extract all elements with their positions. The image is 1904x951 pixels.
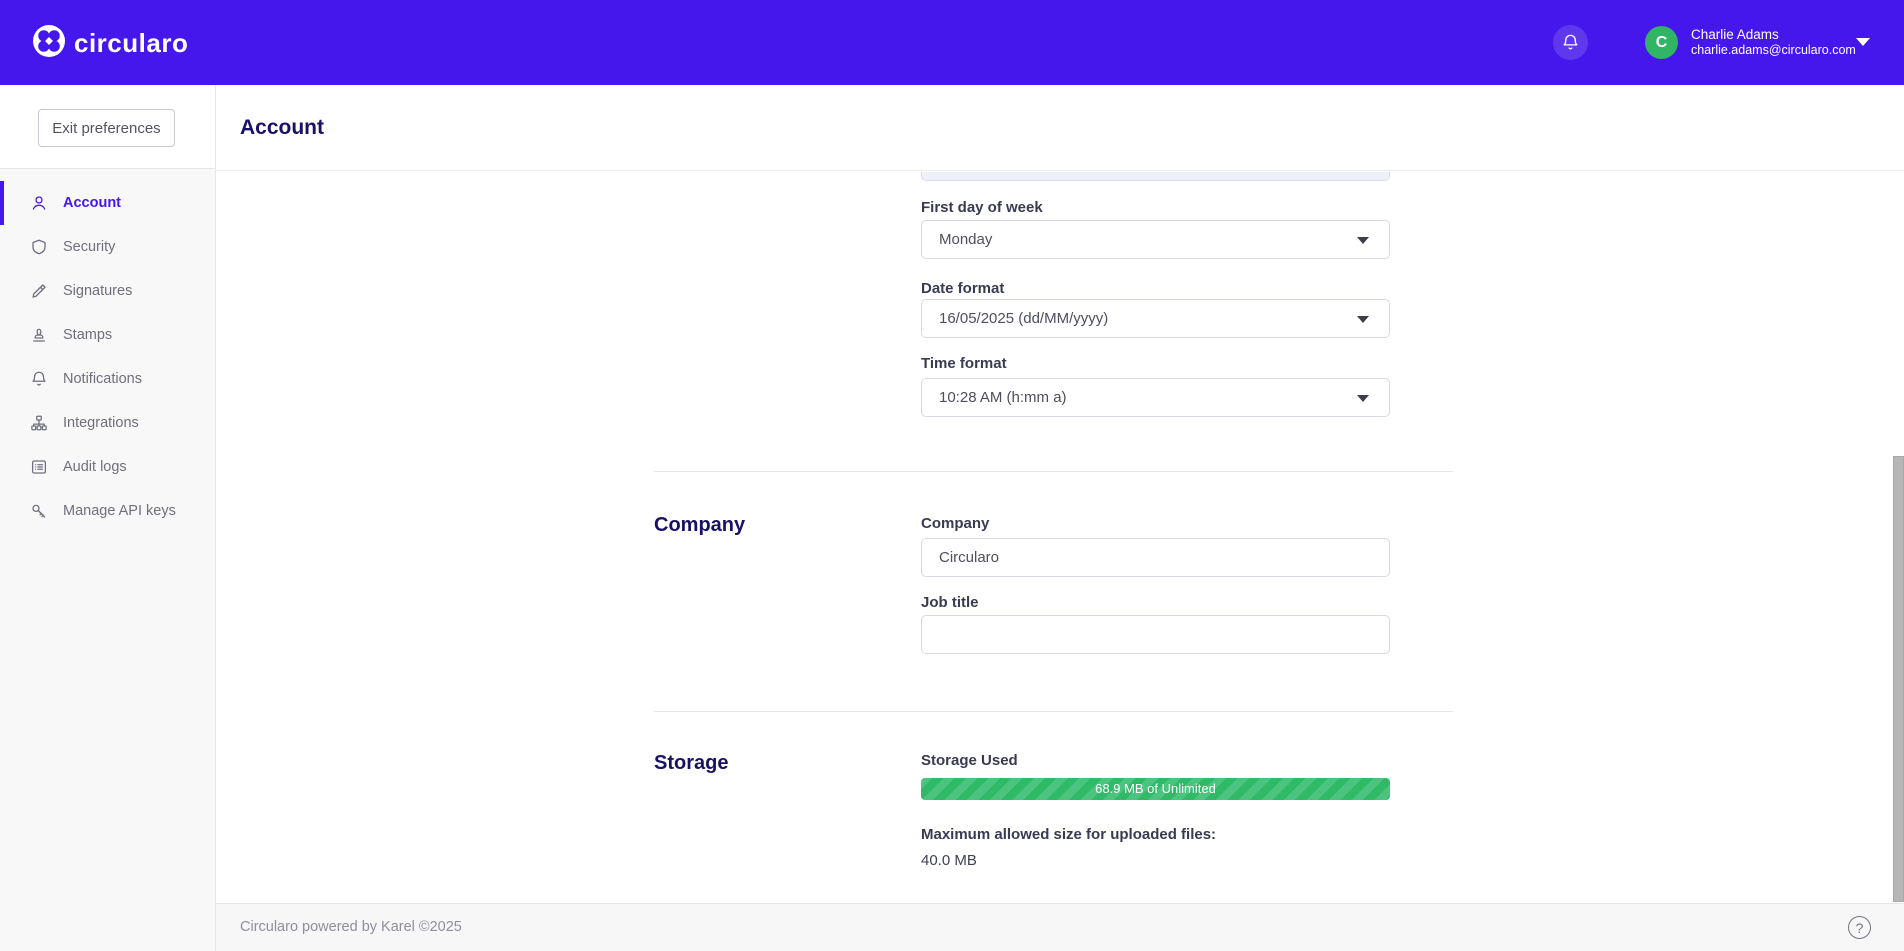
sidebar-item-notifications[interactable]: Notifications <box>0 357 215 401</box>
date-format-select[interactable]: 16/05/2025 (dd/MM/yyyy) <box>921 299 1390 338</box>
user-menu[interactable]: Charlie Adams charlie.adams@circularo.co… <box>1691 26 1856 58</box>
section-divider <box>654 711 1453 712</box>
first-day-of-week-select[interactable]: Monday <box>921 220 1390 259</box>
user-icon <box>32 196 46 210</box>
select-value: 10:28 AM (h:mm a) <box>939 389 1067 406</box>
company-section-heading: Company <box>654 514 746 536</box>
select-value: 16/05/2025 (dd/MM/yyyy) <box>939 310 1109 327</box>
circularo-logo-icon[interactable] <box>33 25 65 57</box>
chevron-down-icon <box>1357 316 1369 323</box>
main-content: Account First day of week Monday Date fo… <box>216 85 1904 951</box>
exit-preferences-button[interactable]: Exit preferences <box>38 109 175 147</box>
storage-section-heading: Storage <box>654 752 729 774</box>
key-icon <box>32 504 46 518</box>
sitemap-icon <box>31 415 47 431</box>
time-format-label: Time format <box>921 355 1007 372</box>
list-icon <box>31 460 47 474</box>
time-format-select[interactable]: 10:28 AM (h:mm a) <box>921 378 1390 417</box>
help-button[interactable]: ? <box>1848 916 1871 939</box>
page-title-bar: Account <box>216 85 1904 171</box>
sidebar-item-label: Audit logs <box>63 459 127 475</box>
storage-progress-bar: 68.9 MB of Unlimited <box>921 778 1390 800</box>
chevron-down-icon <box>1357 237 1369 244</box>
sidebar-item-audit-logs[interactable]: Audit logs <box>0 445 215 489</box>
sidebar-item-stamps[interactable]: Stamps <box>0 313 215 357</box>
company-label: Company <box>921 515 990 532</box>
max-upload-size-label: Maximum allowed size for uploaded files: <box>921 826 1217 843</box>
sidebar-item-label: Account <box>63 195 121 211</box>
job-title-label: Job title <box>921 594 979 611</box>
sidebar-item-account[interactable]: Account <box>0 181 215 225</box>
chevron-down-icon[interactable] <box>1856 38 1870 46</box>
first-day-of-week-label: First day of week <box>921 199 1043 216</box>
sidebar-item-label: Security <box>63 239 116 255</box>
notifications-bell-button[interactable] <box>1553 25 1588 60</box>
max-upload-size-value: 40.0 MB <box>921 852 977 869</box>
bell-icon <box>1563 34 1578 50</box>
company-field[interactable] <box>921 538 1390 577</box>
sidebar-item-security[interactable]: Security <box>0 225 215 269</box>
job-title-field[interactable] <box>921 615 1390 654</box>
sidebar-item-label: Notifications <box>63 371 142 387</box>
user-email: charlie.adams@circularo.com <box>1691 43 1856 57</box>
page-title: Account <box>240 115 324 139</box>
app-header: circularo C Charlie Adams charlie.adams@… <box>0 0 1904 85</box>
select-value: Monday <box>939 231 993 248</box>
sidebar-item-label: Manage API keys <box>63 503 176 519</box>
sidebar-item-label: Signatures <box>63 283 133 299</box>
sidebar-item-label: Stamps <box>63 327 113 343</box>
footer-copyright: Circularo powered by Karel ©2025 <box>240 919 462 935</box>
sidebar-item-manage-api-keys[interactable]: Manage API keys <box>0 489 215 533</box>
storage-used-label: Storage Used <box>921 752 1018 769</box>
sidebar-item-label: Integrations <box>63 415 139 431</box>
chevron-down-icon <box>1357 395 1369 402</box>
shield-icon <box>32 239 46 255</box>
bell-icon <box>32 371 46 386</box>
sidebar-item-signatures[interactable]: Signatures <box>0 269 215 313</box>
pen-icon <box>32 284 46 298</box>
user-name: Charlie Adams <box>1691 27 1779 42</box>
brand-wordmark: circularo <box>74 28 189 58</box>
sidebar-nav: Account Security Signatures Stamps <box>0 168 215 951</box>
sidebar-item-integrations[interactable]: Integrations <box>0 401 215 445</box>
scrollbar-thumb[interactable] <box>1893 456 1904 902</box>
settings-scroll-area[interactable]: First day of week Monday Date format 16/… <box>216 172 1904 901</box>
question-mark-icon: ? <box>1855 919 1864 936</box>
section-divider <box>654 471 1453 472</box>
date-format-label: Date format <box>921 280 1005 297</box>
app-footer: Circularo powered by Karel ©2025 ? <box>216 903 1904 951</box>
clipped-select-box[interactable] <box>921 172 1390 181</box>
storage-progress-text: 68.9 MB of Unlimited <box>1095 781 1216 796</box>
user-avatar[interactable]: C <box>1645 26 1678 59</box>
preferences-sidebar: Exit preferences Account Security Signat… <box>0 85 216 951</box>
stamp-icon <box>33 328 45 342</box>
